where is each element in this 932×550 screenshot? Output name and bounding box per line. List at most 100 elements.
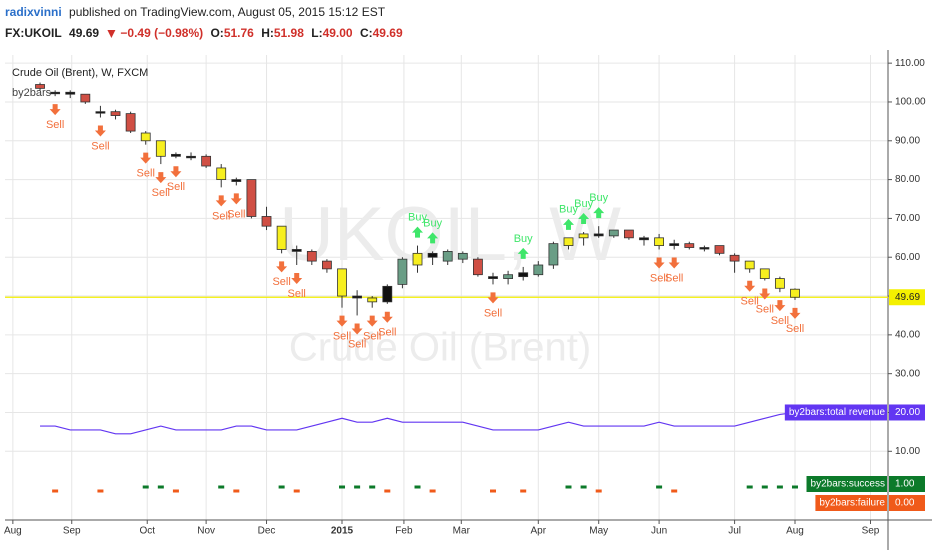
x-tick-label: Oct (139, 526, 155, 537)
candle-body (729, 254, 740, 262)
study-label: by2bars (12, 87, 52, 99)
signal-label: Sell (771, 315, 789, 327)
candle-body (684, 243, 695, 248)
candle-body (35, 84, 45, 89)
signal-label: Buy (574, 198, 593, 210)
sell-arrow (759, 288, 771, 300)
candle-body (80, 93, 91, 103)
indicator-dot (233, 489, 240, 493)
buy-arrow (593, 207, 605, 219)
candle-body (548, 243, 559, 266)
series-name: by2bars:total revenue (789, 407, 886, 418)
x-tick-label: Aug (786, 526, 804, 537)
sell-arrow (351, 323, 363, 335)
candle-body (774, 278, 785, 289)
candle-body (171, 153, 181, 157)
indicator-dot (278, 485, 285, 489)
candle-body (412, 252, 423, 266)
x-tick-label: Dec (258, 526, 276, 537)
plot: 10.0020.0030.0040.0050.0060.0070.0080.00… (4, 50, 932, 550)
candle-body (50, 91, 61, 95)
chart-title: Crude Oil (Brent), W, FXCM (12, 67, 148, 79)
plot-area (5, 55, 888, 520)
candle-body (714, 245, 725, 254)
candle-body (503, 274, 514, 279)
sell-arrow (789, 307, 801, 319)
indicator-dot (97, 489, 104, 493)
sell-arrow (774, 300, 786, 312)
sell-arrow (653, 257, 665, 269)
series-value: 1.00 (895, 479, 915, 490)
ohlc-value: 49.69 (373, 26, 403, 40)
candle-body (201, 155, 212, 167)
y-tick-label: 100.00 (895, 97, 926, 108)
signal-label: Sell (152, 187, 170, 199)
candle-body (186, 155, 196, 159)
x-tick-label: 2015 (331, 526, 354, 537)
x-tick-label: Feb (395, 526, 413, 537)
indicator-dot (218, 485, 225, 489)
series-name-box (806, 476, 887, 492)
x-tick-label: Sep (63, 526, 81, 537)
candle-body (654, 237, 664, 246)
candle-body (276, 225, 287, 250)
candle-body (759, 268, 770, 279)
candle-body (427, 252, 438, 258)
indicator-dot (414, 485, 421, 489)
candle-body (261, 216, 272, 227)
candle-body (518, 272, 529, 278)
series-value-box (889, 404, 925, 421)
candle-body (790, 288, 800, 298)
signal-label: Sell (227, 208, 245, 220)
author[interactable]: radixvinni (5, 5, 62, 19)
sell-arrow (140, 152, 152, 164)
y-tick-label: 80.00 (895, 174, 920, 185)
indicator-dot (384, 489, 391, 493)
signal-label: Sell (46, 119, 64, 131)
candle-body (155, 140, 166, 157)
series-value-box (889, 476, 925, 492)
signal-label: Buy (408, 211, 427, 223)
candle-body (563, 237, 574, 246)
sell-arrow (49, 104, 61, 116)
candle-body (65, 91, 76, 95)
candle-body (246, 179, 257, 217)
signal-label: Sell (786, 323, 804, 335)
signal-label: Sell (756, 303, 774, 315)
series-value: 0.00 (895, 498, 915, 509)
candle-body (140, 132, 151, 142)
candle-body (110, 111, 121, 116)
indicator-dot (293, 489, 300, 493)
candle-body (337, 268, 347, 297)
y-tick-label: 10.00 (895, 446, 920, 457)
candle-body (291, 249, 302, 252)
candle-body (306, 251, 317, 262)
indicator-dot (761, 485, 768, 489)
signal-label: Sell (333, 331, 351, 343)
candle-body (382, 285, 393, 303)
indicator-dot (172, 489, 179, 493)
indicator-dot (52, 489, 59, 493)
signal-label: Sell (484, 307, 502, 319)
buy-arrow (578, 212, 590, 224)
ohlc-value: 49.00 (323, 26, 353, 40)
sell-arrow (170, 166, 182, 178)
candle-body (322, 260, 332, 270)
candle-body (95, 111, 106, 114)
candle-body (533, 264, 544, 276)
indicator-dot (656, 485, 663, 489)
signal-label: Buy (589, 192, 608, 204)
signal-label: Sell (650, 272, 668, 284)
indicator-dot (580, 485, 587, 489)
signal-label: Sell (212, 210, 230, 222)
signal-label: Sell (91, 140, 109, 152)
ohlc-label: O: (210, 26, 223, 40)
indicator-dot (595, 489, 602, 493)
candle-body (623, 229, 634, 239)
candle-body (669, 243, 680, 246)
indicator-dot (746, 485, 753, 489)
sell-arrow (744, 280, 756, 292)
x-tick-label: May (589, 526, 608, 537)
